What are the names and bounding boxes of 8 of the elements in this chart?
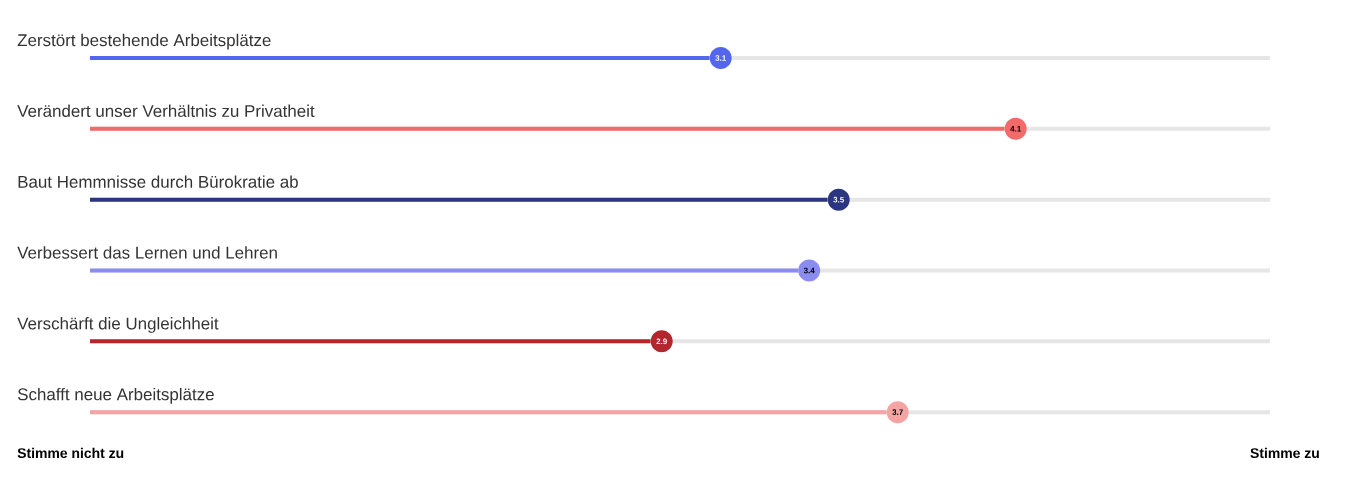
y-tick-label: Baut Hemmnisse durch Bürokratie ab [18, 175, 298, 188]
y-tick-label: Verbessert das Lernen und Lehren [17, 246, 277, 259]
y-tick-label: Verschärft die Ungleichheit [17, 317, 219, 333]
y-tick-label: Zerstört bestehende Arbeitsplätze [17, 33, 271, 50]
text: Stimme zu [1250, 447, 1319, 459]
y-tick-label: Verändert unser Verhältnis zu Privatheit [17, 104, 315, 118]
y-tick-label: Schafft neue Arbeitsplätze [17, 387, 214, 404]
text: Stimme nicht zu [17, 447, 124, 459]
